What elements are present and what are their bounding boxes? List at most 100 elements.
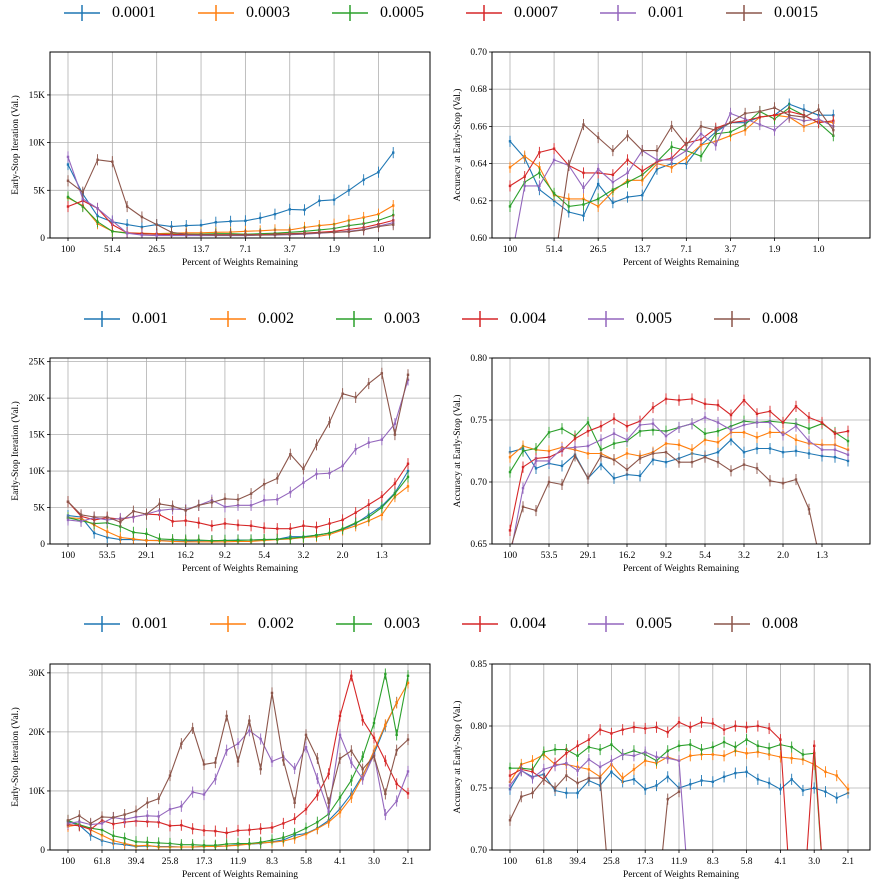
data-point [293,817,296,820]
data-point [66,195,70,199]
data-point [259,827,262,830]
data-point [538,151,541,154]
y-tick-label: 0.66 [470,122,487,132]
data-point [690,460,694,464]
chart-accuracy-panel-3: 100 61.8 39.4 25.8 17.3 11.9 8.3 5.8 4.1 3.0 2.1 0.… [452,660,871,880]
legend-label: 0.0001 [112,4,156,21]
data-point [180,805,183,808]
data-point [587,768,591,771]
x-tick-label: 53.5 [541,551,558,561]
data-point [288,232,291,236]
x-tick-label: 8.3 [266,857,278,867]
data-point [611,201,615,204]
y-tick-label: 15K [29,431,46,441]
data-point [262,538,266,541]
data-point [171,520,174,523]
data-point [229,220,232,223]
legend-label: 0.008 [762,615,798,632]
legend-label: 0.003 [384,615,420,632]
legend-label: 0.004 [510,615,546,632]
data-point [711,753,714,756]
data-point [134,809,138,813]
data-point [384,759,387,763]
data-point [508,784,512,787]
data-point [587,738,591,741]
data-point [236,842,240,845]
data-point [596,167,600,171]
data-point [168,824,172,827]
data-point [244,219,247,223]
data-point [316,827,319,830]
x-tick-label: 11.9 [230,857,247,867]
data-point [598,765,602,769]
data-point [367,503,370,506]
data-point [833,448,837,451]
data-point [714,143,717,147]
data-point [699,143,703,147]
data-point [81,191,84,194]
x-tick-label: 1.3 [376,551,388,561]
legend-item: 0.002 [208,611,294,637]
data-point [66,518,70,522]
legend-item: 0.0005 [330,0,424,26]
data-point [341,392,344,395]
data-point [184,519,187,522]
data-point [191,790,194,794]
data-point [552,147,556,150]
x-tick-label: 7.1 [680,245,692,255]
data-point [612,477,616,480]
data-point [315,526,318,529]
data-point [258,216,262,220]
data-point [664,434,668,438]
data-point [350,761,353,764]
data-point [380,438,384,441]
legend-line-marker-icon [84,616,120,632]
data-point [214,761,217,764]
data-point [567,164,570,167]
x-axis-label: Percent of Weights Remaining [182,257,298,268]
data-point [521,505,525,508]
data-point [531,791,534,795]
x-axis-label: Percent of Weights Remaining [182,563,298,574]
data-point [755,436,759,439]
x-tick-label: 26.5 [148,245,165,255]
data-point [395,733,398,737]
legend-item: 0.0001 [62,0,156,26]
legend-label: 0.0005 [380,4,424,21]
data-point [225,831,228,835]
y-tick-label: 5K [33,186,45,196]
data-point [666,775,669,779]
data-point [132,509,135,513]
data-point [734,771,737,775]
x-tick-label: 3.7 [284,245,296,255]
y-tick-label: 0.65 [470,540,487,550]
data-point [293,767,296,770]
data-point [576,781,579,785]
data-point [112,834,115,838]
data-point [79,520,83,523]
data-point [125,205,129,208]
data-point [626,195,629,199]
data-point [756,744,760,748]
data-point [677,759,681,762]
data-point [790,778,793,781]
data-point [302,535,305,539]
x-tick-label: 2.0 [777,551,789,561]
legend-item: 0.004 [460,306,546,332]
data-point [315,443,318,446]
data-point [729,130,732,134]
data-point [157,797,160,800]
data-point [560,447,564,450]
data-point [81,197,84,201]
data-point [621,753,624,756]
data-point [288,208,291,211]
data-point [191,827,194,830]
data-point [573,454,577,458]
data-point [509,265,511,267]
data-point [729,469,733,473]
data-point [146,820,149,823]
data-point [755,412,759,415]
data-point [716,421,720,424]
data-point [197,538,200,542]
data-point [846,429,850,433]
